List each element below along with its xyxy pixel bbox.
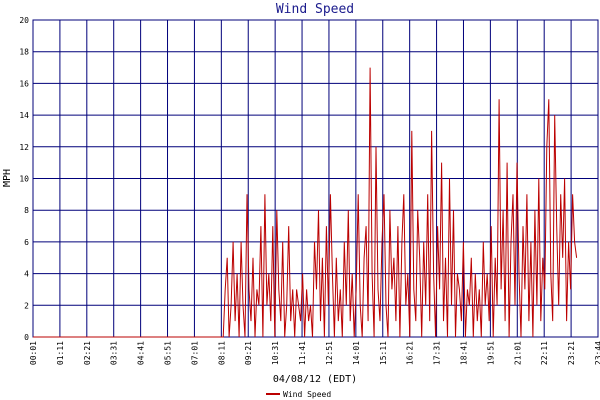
y-tick-label: 10 (19, 175, 29, 184)
series-line-wind-speed (33, 67, 578, 338)
x-tick-label: 23:44 (594, 341, 600, 365)
x-tick-label: 17:31 (433, 341, 442, 365)
y-tick-label: 14 (19, 111, 29, 120)
x-tick-label: 21:01 (513, 341, 522, 365)
x-tick-label: 09:21 (244, 341, 253, 365)
x-tick-label: 07:01 (190, 341, 199, 365)
x-tick-label: 10:31 (271, 341, 280, 365)
x-tick-label: 12:51 (325, 341, 334, 365)
x-tick-label: 18:41 (459, 341, 468, 365)
y-tick-label: 20 (19, 16, 29, 25)
y-tick-label: 18 (19, 48, 29, 57)
legend-label: Wind Speed (283, 390, 331, 399)
y-tick-label: 8 (24, 206, 29, 215)
x-tick-label: 16:21 (406, 341, 415, 365)
x-tick-label: 05:51 (164, 341, 173, 365)
y-axis-label: MPH (2, 169, 13, 187)
x-tick-label: 22:11 (540, 341, 549, 365)
x-tick-label: 15:11 (379, 341, 388, 365)
legend: Wind Speed (266, 390, 331, 399)
x-tick-label: 19:51 (486, 341, 495, 365)
y-tick-label: 12 (19, 143, 29, 152)
y-tick-label: 6 (24, 238, 29, 247)
x-axis-label: 04/08/12 (EDT) (273, 374, 357, 385)
y-tick-label: 16 (19, 79, 29, 88)
y-tick-label: 0 (24, 333, 29, 342)
y-axis-ticks: 0 2 4 6 8 10 12 14 16 18 20 (19, 16, 29, 342)
x-tick-label: 01:11 (56, 341, 65, 365)
y-tick-label: 2 (24, 301, 29, 310)
x-axis-ticks: 00:01 01:11 02:21 03:31 04:41 05:51 07:01 08:11… (29, 341, 600, 365)
x-tick-label: 03:31 (110, 341, 119, 365)
grid (32, 19, 599, 338)
x-tick-label: 14:01 (352, 341, 361, 365)
chart-title: Wind Speed (276, 2, 354, 17)
x-tick-label: 02:21 (83, 341, 92, 365)
x-tick-label: 23:21 (567, 341, 576, 365)
x-tick-label: 00:01 (29, 341, 38, 365)
y-tick-label: 4 (24, 270, 29, 279)
x-tick-label: 04:41 (137, 341, 146, 365)
x-tick-label: 11:41 (298, 341, 307, 365)
x-tick-label: 08:11 (217, 341, 226, 365)
